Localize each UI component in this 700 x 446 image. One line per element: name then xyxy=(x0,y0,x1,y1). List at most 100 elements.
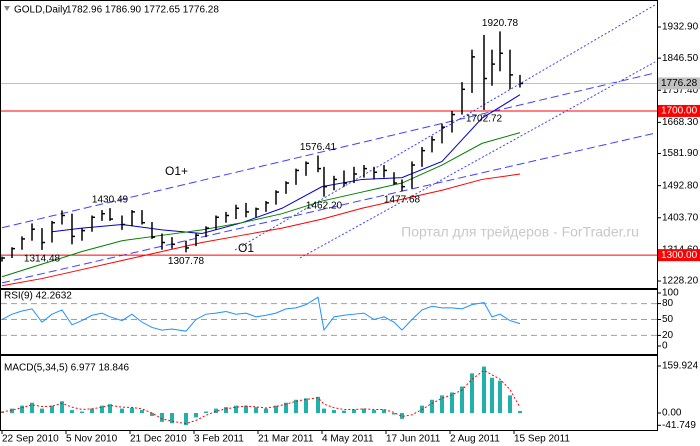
histogram-bar xyxy=(294,399,298,414)
macd-title: MACD(5,34,5) 6.977 18.846 xyxy=(4,363,130,374)
histogram-bar xyxy=(498,380,502,414)
symbol-icon xyxy=(4,6,10,11)
y-tick-label: 1668.30 xyxy=(662,117,699,128)
low-label: 1702.72 xyxy=(466,114,503,125)
histogram-bar xyxy=(244,405,248,414)
histogram-bar xyxy=(214,408,218,414)
rsi-panel xyxy=(0,289,658,355)
histogram-bar xyxy=(20,405,24,414)
x-tick-label: 2 Aug 2011 xyxy=(450,434,500,445)
histogram-bar xyxy=(342,410,346,414)
trend-line xyxy=(1,132,657,284)
price-level-box xyxy=(658,77,700,90)
histogram-bar xyxy=(184,413,188,426)
histogram-bar xyxy=(60,401,64,414)
price-level-box xyxy=(658,249,700,262)
high-label: 1920.78 xyxy=(482,18,519,29)
histogram-bar xyxy=(322,408,326,414)
histogram-bar xyxy=(204,411,208,414)
histogram-bar xyxy=(518,410,522,414)
moving-average xyxy=(1,132,521,278)
histogram-bar xyxy=(372,410,376,414)
y-tick-label: 100 xyxy=(662,288,679,299)
x-tick-label: 15 Sep 2011 xyxy=(514,434,570,445)
watermark: Портал для трейдеров - ForTrader.ru xyxy=(401,224,639,240)
histogram-bar xyxy=(400,413,404,419)
chart-subtitle: 1782.96 1786.90 1772.65 1776.28 xyxy=(66,5,219,16)
price-level-label: 1700.00 xyxy=(661,106,698,117)
histogram-bar xyxy=(224,407,228,414)
high-label: 1576.41 xyxy=(300,142,337,153)
histogram-bar xyxy=(254,407,258,414)
histogram-bar xyxy=(150,413,154,416)
low-label: 1314.48 xyxy=(24,254,61,265)
y-tick-label: 1228.20 xyxy=(662,276,699,287)
y-tick-label: 1757.40 xyxy=(662,85,699,96)
x-tick-label: 4 May 2011 xyxy=(322,434,374,445)
histogram-bar xyxy=(70,410,74,414)
signal-line xyxy=(1,369,521,425)
y-tick-label: 159.924 xyxy=(662,361,699,372)
histogram-bar xyxy=(234,405,238,414)
histogram-bar xyxy=(362,408,366,414)
histogram-bar xyxy=(40,408,44,414)
histogram-bar xyxy=(430,399,434,414)
histogram-bar xyxy=(482,366,486,414)
histogram-bar xyxy=(10,408,14,414)
low-label: 1462.20 xyxy=(306,200,343,211)
histogram-bar xyxy=(194,413,198,418)
histogram-bar xyxy=(50,405,54,414)
price-level-box xyxy=(658,104,700,117)
price-level-label: 1300.00 xyxy=(661,250,698,261)
y-tick-label: -41.749 xyxy=(662,420,696,431)
histogram-bar xyxy=(382,409,386,414)
chart-title: GOLD,Daily xyxy=(14,5,67,16)
histogram-bar xyxy=(316,396,320,414)
y-tick-label: 0 xyxy=(662,341,668,352)
y-tick-label: 1846.50 xyxy=(662,53,699,64)
channel-label: O1+ xyxy=(165,164,188,178)
histogram-bar xyxy=(30,402,34,414)
histogram-bar xyxy=(100,405,104,414)
y-tick-label: 0.00 xyxy=(662,408,682,419)
x-tick-label: 5 Nov 2010 xyxy=(66,434,118,445)
x-tick-label: 21 Dec 2010 xyxy=(130,434,187,445)
histogram-bar xyxy=(90,408,94,414)
histogram-bar xyxy=(130,407,134,414)
histogram-bar xyxy=(352,409,356,414)
channel-label: O1 xyxy=(238,241,254,255)
histogram-bar xyxy=(264,408,268,414)
trend-line xyxy=(299,61,656,259)
histogram-bar xyxy=(332,410,336,414)
x-tick-label: 21 Mar 2011 xyxy=(258,434,314,445)
histogram-bar xyxy=(490,377,494,414)
y-tick-label: 1403.70 xyxy=(662,212,699,223)
histogram-bar xyxy=(508,395,512,414)
histogram-bar xyxy=(440,395,444,414)
histogram-bar xyxy=(274,405,278,414)
y-tick-label: 20 xyxy=(662,330,674,341)
histogram-bar xyxy=(284,402,288,414)
high-label: 1430.49 xyxy=(92,195,129,206)
histogram-bar xyxy=(140,410,144,414)
price-level-label: 1776.28 xyxy=(661,78,698,89)
y-tick-label: 50 xyxy=(662,314,674,325)
trend-line xyxy=(1,72,657,229)
histogram-bar xyxy=(450,392,454,414)
price-panel xyxy=(0,0,658,289)
macd-panel xyxy=(0,355,658,431)
histogram-bar xyxy=(170,413,174,424)
histogram-bar xyxy=(160,413,164,422)
histogram-bar xyxy=(304,398,308,414)
trend-line xyxy=(234,4,656,251)
histogram-bar xyxy=(470,373,474,414)
rsi-line xyxy=(1,296,521,332)
x-tick-label: 22 Sep 2010 xyxy=(2,434,59,445)
y-tick-label: 1932.90 xyxy=(662,22,699,33)
y-tick-label: 1492.80 xyxy=(662,180,699,191)
moving-average xyxy=(1,173,521,287)
histogram-bar xyxy=(120,408,124,414)
